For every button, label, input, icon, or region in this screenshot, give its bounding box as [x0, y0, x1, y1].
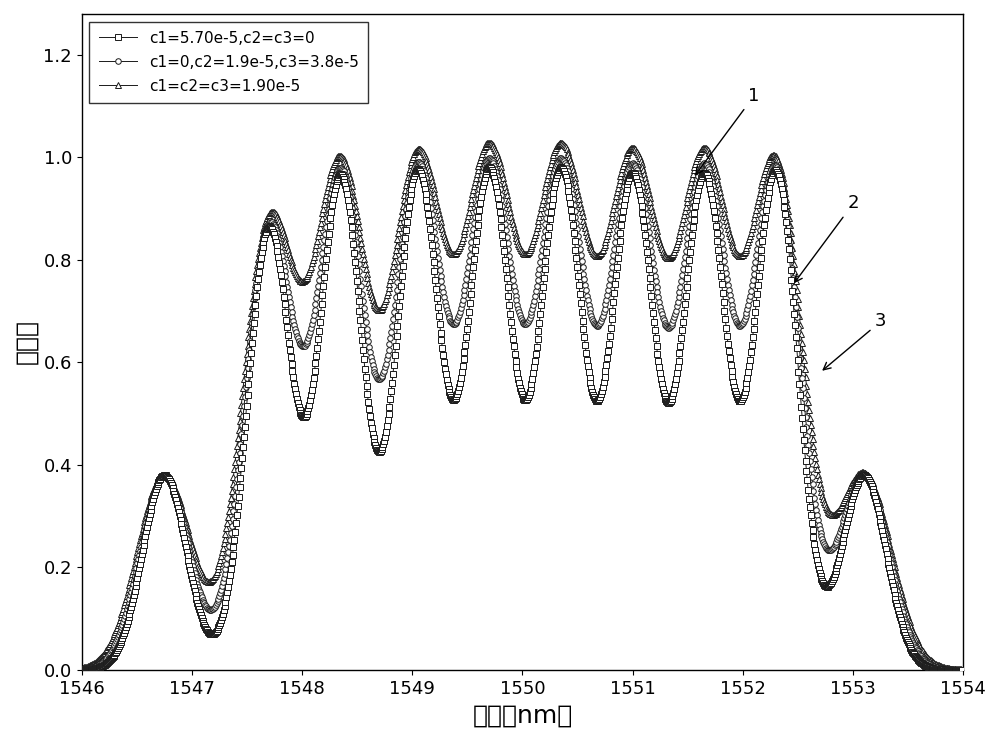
Line: c1=0,c2=1.9e-5,c3=3.8e-5: c1=0,c2=1.9e-5,c3=3.8e-5 [79, 156, 966, 673]
c1=0,c2=1.9e-5,c3=3.8e-5 [413, 157, 425, 166]
Text: 3: 3 [823, 313, 887, 370]
Legend: c1=5.70e-5,c2=c3=0, c1=0,c2=1.9e-5,c3=3.8e-5, c1=c2=c3=1.90e-5: c1=5.70e-5,c2=c3=0, c1=0,c2=1.9e-5,c3=3.… [89, 21, 368, 104]
c1=5.70e-5,c2=c3=0 [801, 468, 813, 477]
c1=0,c2=1.9e-5,c3=3.8e-5 [605, 270, 617, 279]
X-axis label: 波长（nm）: 波长（nm） [472, 703, 573, 727]
c1=5.70e-5,c2=c3=0 [957, 665, 969, 674]
c1=c2=c3=1.90e-5 [957, 665, 969, 674]
c1=5.70e-5,c2=c3=0 [413, 165, 425, 173]
c1=5.70e-5,c2=c3=0 [236, 457, 248, 466]
Line: c1=5.70e-5,c2=c3=0: c1=5.70e-5,c2=c3=0 [79, 165, 966, 673]
Y-axis label: 反射率: 反射率 [14, 319, 38, 365]
c1=0,c2=1.9e-5,c3=3.8e-5 [649, 273, 661, 282]
Text: 2: 2 [795, 194, 859, 282]
c1=c2=c3=1.90e-5 [413, 144, 425, 153]
c1=c2=c3=1.90e-5 [649, 220, 661, 229]
c1=c2=c3=1.90e-5 [76, 663, 88, 672]
c1=0,c2=1.9e-5,c3=3.8e-5 [236, 425, 248, 433]
c1=5.70e-5,c2=c3=0 [76, 665, 88, 674]
Text: 1: 1 [696, 87, 760, 174]
c1=0,c2=1.9e-5,c3=3.8e-5 [483, 154, 495, 163]
c1=0,c2=1.9e-5,c3=3.8e-5 [957, 665, 969, 674]
c1=c2=c3=1.90e-5 [801, 383, 813, 392]
c1=0,c2=1.9e-5,c3=3.8e-5 [801, 424, 813, 433]
c1=0,c2=1.9e-5,c3=3.8e-5 [76, 665, 88, 674]
c1=c2=c3=1.90e-5 [236, 395, 248, 404]
c1=c2=c3=1.90e-5 [483, 138, 495, 147]
c1=5.70e-5,c2=c3=0 [483, 163, 495, 172]
c1=c2=c3=1.90e-5 [605, 218, 617, 227]
c1=0,c2=1.9e-5,c3=3.8e-5 [734, 322, 746, 330]
Line: c1=c2=c3=1.90e-5: c1=c2=c3=1.90e-5 [79, 140, 966, 672]
c1=c2=c3=1.90e-5 [734, 252, 746, 261]
c1=5.70e-5,c2=c3=0 [734, 397, 746, 406]
c1=5.70e-5,c2=c3=0 [605, 325, 617, 334]
c1=5.70e-5,c2=c3=0 [649, 329, 661, 338]
